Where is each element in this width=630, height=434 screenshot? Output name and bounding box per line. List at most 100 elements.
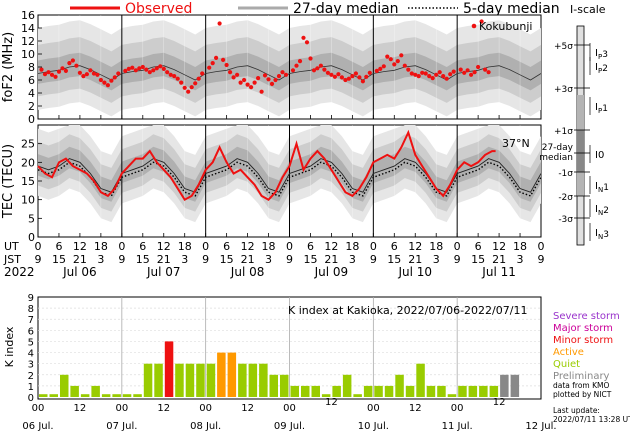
ut-tick-label: 12: [408, 240, 422, 253]
ut-tick-label: 6: [139, 240, 146, 253]
observed-point: [238, 80, 243, 85]
observed-point: [91, 71, 96, 76]
kindex-x-axis: 00 12 00 12 00 12 00 12 00 12 00 12 06 Jul. 07 Jul. 08…: [22, 397, 556, 432]
station-label: Kokubunji: [479, 20, 532, 33]
jst-tick-label: 3: [349, 253, 356, 266]
observed-point: [385, 54, 390, 59]
observed-point: [483, 67, 488, 72]
ut-tick-label: 6: [223, 240, 230, 253]
i-scale-level-label: -1σ: [558, 169, 573, 179]
i-scale-class-label: IN3: [595, 228, 609, 241]
jst-tick-label: 21: [324, 253, 338, 266]
ut-tick-label: 0: [286, 240, 293, 253]
k-bar: [227, 352, 237, 397]
jst-tick-label: 3: [433, 253, 440, 266]
observed-point: [49, 72, 55, 77]
observed-point: [140, 64, 145, 70]
observed-point: [189, 85, 194, 90]
jst-tick-label: 3: [181, 253, 188, 266]
k-bar: [416, 363, 425, 397]
k-hour-label: 00: [115, 403, 128, 414]
k-tick-label: 0: [28, 393, 34, 404]
observed-point: [329, 72, 334, 77]
observed-point: [126, 66, 131, 71]
k-bar: [510, 374, 520, 397]
k-bar: [395, 374, 404, 397]
k-hour-label: 12: [493, 397, 506, 408]
observed-point: [325, 70, 330, 75]
jst-tick-label: 21: [241, 253, 255, 266]
jst-tick-label: 15: [136, 253, 150, 266]
observed-point: [252, 80, 257, 85]
i-scale-level-label: +5σ: [554, 42, 573, 52]
k-bar: [70, 385, 79, 397]
observed-point: [42, 72, 48, 77]
k-status-label: Minor storm: [553, 335, 613, 346]
i-scale-title: I-scale: [570, 3, 606, 16]
day-label: Jul 07: [146, 265, 181, 279]
observed-point: [84, 72, 89, 77]
jst-tick-label: 15: [303, 253, 317, 266]
observed-point: [409, 71, 414, 76]
time-axis: UT JST 2022 0 6 12 18 0 6 12 18 0 6 12 18 0 6 12 18 0 6 12…: [3, 240, 545, 279]
observed-point: [81, 74, 86, 79]
jst-tick-label: 15: [52, 253, 66, 266]
observed-point: [179, 80, 184, 85]
observed-point: [311, 68, 317, 73]
y-tick-label: 15: [21, 175, 35, 188]
k-bar: [301, 385, 310, 397]
observed-point: [420, 70, 425, 75]
observed-point: [427, 74, 432, 79]
observed-point: [109, 78, 114, 83]
observed-point: [95, 72, 100, 77]
observed-point: [151, 68, 156, 73]
jst-tick-label: 3: [517, 253, 524, 266]
observed-point: [133, 68, 138, 73]
observed-point: [273, 77, 278, 83]
k-bar: [468, 385, 478, 397]
i-scale-median-label: median: [539, 153, 573, 163]
ut-tick-label: 0: [538, 240, 545, 253]
k-tick-label: 5: [28, 337, 34, 348]
observed-point: [339, 75, 344, 80]
observed-point: [392, 62, 397, 67]
k-status-label: Severe storm: [553, 311, 620, 322]
ut-tick-label: 12: [324, 240, 338, 253]
y-tick-label: 0: [28, 231, 35, 244]
observed-point: [318, 63, 323, 68]
k-bar: [39, 394, 48, 397]
ut-tick-label: 12: [241, 240, 255, 253]
ut-tick-label: 18: [178, 240, 192, 253]
observed-point: [374, 68, 379, 73]
tec-observed-line: [37, 129, 496, 202]
jst-tick-label: 21: [73, 253, 87, 266]
observed-point: [56, 69, 62, 74]
k-date-label: 09 Jul.: [274, 421, 305, 432]
k-bar: [500, 374, 509, 397]
observed-point: [259, 89, 264, 94]
k-bar: [363, 385, 373, 397]
k-bar: [374, 385, 383, 397]
observed-point: [46, 70, 51, 75]
ut-tick-label: 12: [157, 240, 171, 253]
observed-point: [444, 76, 449, 81]
observed-point: [172, 74, 177, 79]
k-date-label: 07 Jul.: [106, 421, 137, 432]
credit-line2: plotted by NICT: [553, 390, 612, 399]
day-label: Jul 09: [314, 265, 349, 279]
k-date-label: 10 Jul.: [358, 421, 389, 432]
k-status-label: Active: [553, 347, 584, 358]
k-bar: [248, 363, 258, 397]
jst-tick-label: 21: [408, 253, 422, 266]
day-label: Jul 11: [481, 265, 516, 279]
day-label: Jul 06: [62, 265, 97, 279]
jst-tick-label: 9: [538, 253, 545, 266]
k-bar: [175, 363, 184, 397]
k-bar: [133, 394, 142, 397]
ut-tick-label: 0: [202, 240, 209, 253]
observed-point: [378, 66, 383, 71]
day-label: Jul 10: [397, 265, 432, 279]
k-date-label: 08 Jul.: [190, 421, 221, 432]
ut-tick-label: 0: [454, 240, 461, 253]
